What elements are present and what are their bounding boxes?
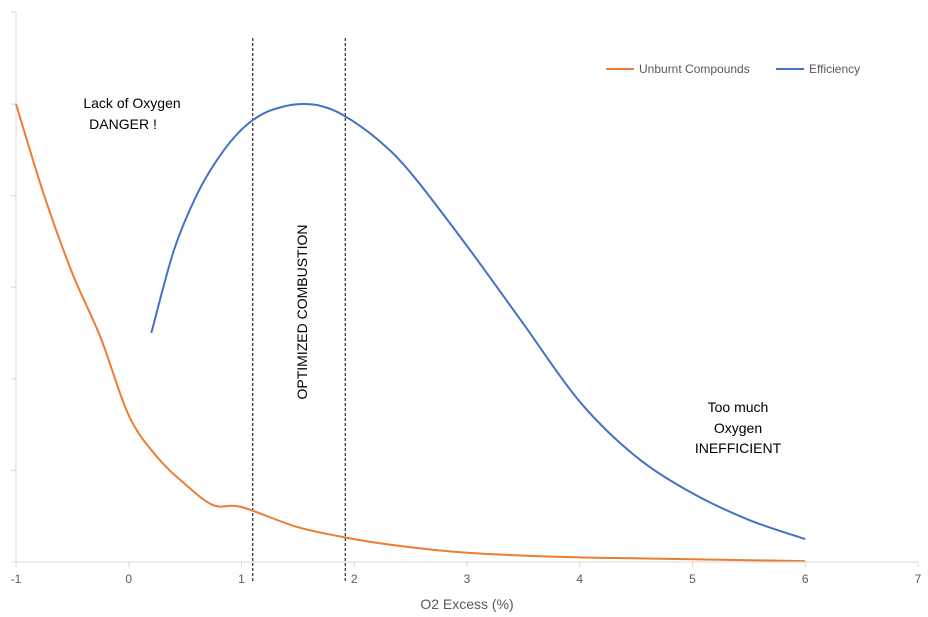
x-axis-tick-labels: -1 0 1 2 3 4 5 6 7	[11, 562, 922, 586]
y-axis-ticks	[11, 11, 17, 563]
x-tick-label: 6	[802, 572, 809, 586]
legend: Unburnt Compounds Efficiency	[606, 62, 860, 76]
annotation-lack-line-2: DANGER !	[89, 116, 157, 132]
x-tick-label: 5	[689, 572, 696, 586]
annotation-lack-line-1: Lack of Oxygen	[83, 95, 180, 111]
x-tick-label: 7	[915, 572, 922, 586]
annotation-lack-of-oxygen: Lack of Oxygen DANGER !	[83, 95, 180, 132]
series-line-unburnt-compounds	[15, 103, 806, 563]
series-layer	[15, 103, 806, 563]
x-tick-label: 1	[238, 572, 245, 586]
x-tick-label: -1	[11, 572, 22, 586]
x-tick-label: 4	[576, 572, 583, 586]
legend-label-efficiency: Efficiency	[809, 62, 860, 76]
annotation-too-much-oxygen: Too much Oxygen INEFFICIENT	[695, 399, 782, 456]
annotation-too-much-line-2: Oxygen	[714, 420, 762, 436]
annotation-too-much-line-1: Too much	[708, 399, 769, 415]
x-tick-label: 3	[464, 572, 471, 586]
annotation-optimized-combustion: OPTIMIZED COMBUSTION	[294, 225, 310, 400]
x-axis-title: O2 Excess (%)	[420, 596, 513, 612]
x-tick-label: 0	[125, 572, 132, 586]
x-tick-label: 2	[351, 572, 358, 586]
optimized-zone-boundaries	[252, 38, 346, 582]
series-line-efficiency	[150, 103, 806, 541]
annotation-too-much-line-3: INEFFICIENT	[695, 440, 782, 456]
legend-label-unburnt-compounds: Unburnt Compounds	[639, 62, 750, 76]
